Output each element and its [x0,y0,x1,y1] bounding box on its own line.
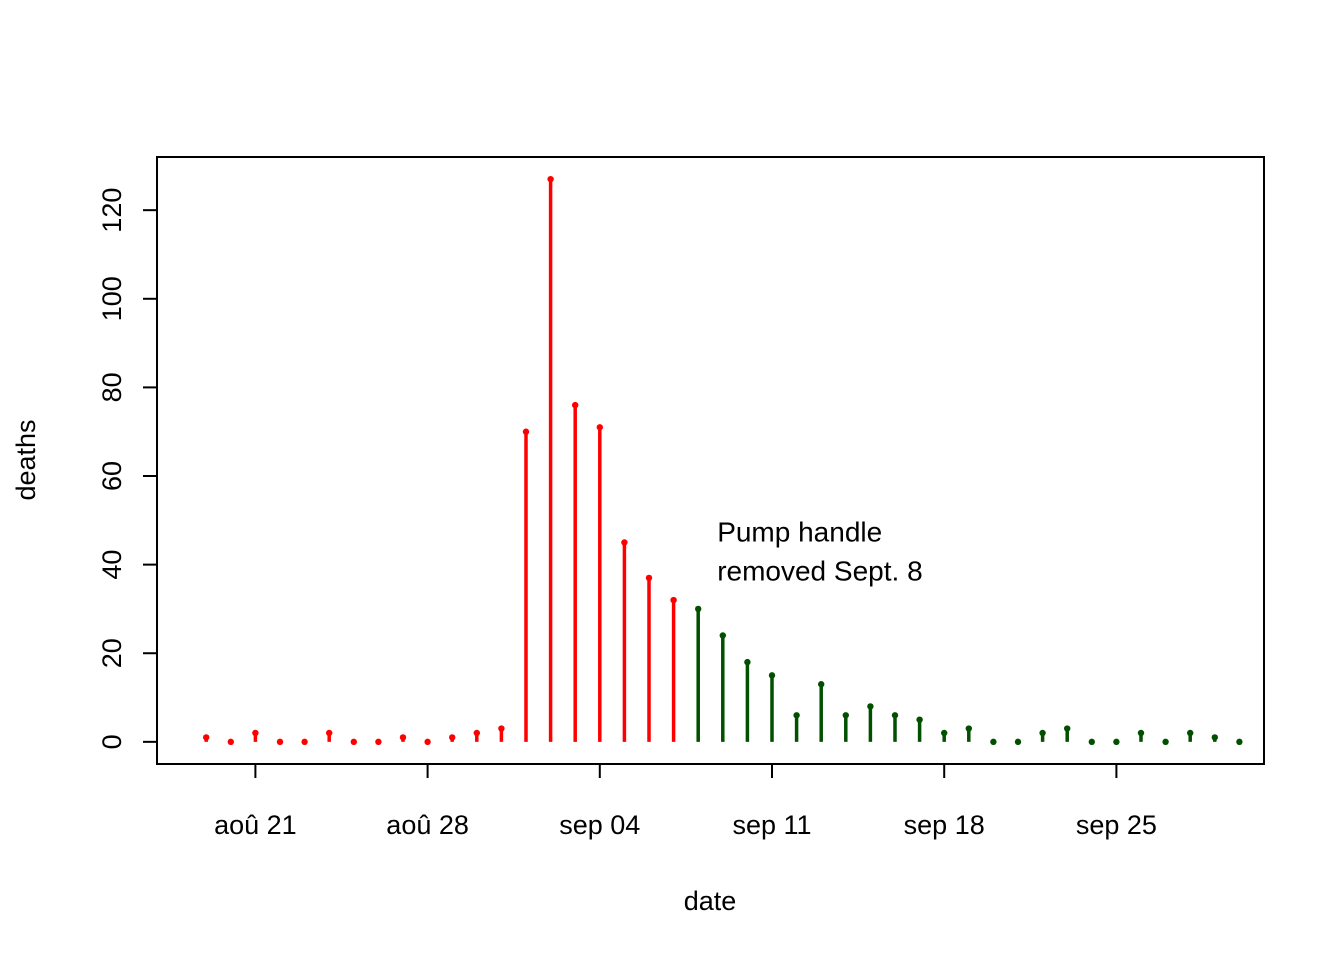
y-tick-label: 0 [97,734,127,749]
data-point [498,725,505,732]
data-point [276,738,284,746]
plot-frame [156,156,1265,765]
annotation-line-1: Pump handle [717,517,882,548]
data-point [399,734,407,741]
annotation-pump-handle: Pump handle removed Sept. 8 [717,517,922,587]
data-point [572,401,579,409]
annotation-line-2: removed Sept. 8 [717,556,922,587]
data-point [326,729,333,737]
data-point [941,729,948,737]
chart-marks [203,175,1243,746]
data-point [719,632,726,639]
data-point [867,703,874,710]
series-0 [203,175,677,746]
x-tick-label: sep 25 [1076,810,1157,840]
data-point [203,734,210,741]
data-point [916,716,923,723]
data-point [621,539,628,546]
data-point [1137,729,1145,737]
y-tick-label: 20 [97,638,127,668]
data-point [547,175,554,183]
data-point [596,424,603,431]
data-point [375,738,382,746]
data-point [227,738,234,746]
y-tick-label: 120 [97,188,127,233]
data-point [424,738,431,746]
data-point [350,738,357,746]
data-point [990,738,997,746]
x-tick-label: aoû 28 [386,810,469,840]
data-point [768,672,776,679]
data-point [645,574,653,582]
data-point [1162,738,1169,746]
x-tick-label: sep 04 [559,810,640,840]
series-1 [695,605,1243,746]
data-point [793,712,800,719]
data-point [1039,729,1046,737]
y-axis: 0 20 40 60 80 100 120 [97,188,158,749]
data-point [1211,734,1219,741]
x-axis: aoû 21 aoû 28 sep 04 sep 11 sep 18 sep 25 [214,763,1157,840]
data-point [522,428,530,435]
y-axis-label: deaths [11,419,41,500]
data-point [965,725,972,732]
data-point [1236,738,1243,746]
data-point [1014,738,1022,746]
data-point [252,729,259,737]
x-tick-label: sep 18 [904,810,985,840]
data-point [891,712,899,719]
y-tick-label: 100 [97,276,127,321]
x-tick-label: aoû 21 [214,810,297,840]
x-tick-label: sep 11 [732,810,811,840]
data-point [449,734,456,741]
y-tick-label: 60 [97,461,127,491]
data-point [744,658,751,666]
data-point [670,596,677,604]
data-point [473,729,480,737]
data-point [1113,738,1120,746]
y-tick-label: 40 [97,550,127,580]
x-axis-label: date [684,886,737,916]
data-point [1187,729,1194,737]
data-point [695,605,702,613]
data-point [842,712,849,719]
y-tick-label: 80 [97,372,127,402]
data-point [301,738,308,746]
data-point [1088,738,1096,746]
data-point [1064,725,1071,732]
data-point [818,681,825,688]
